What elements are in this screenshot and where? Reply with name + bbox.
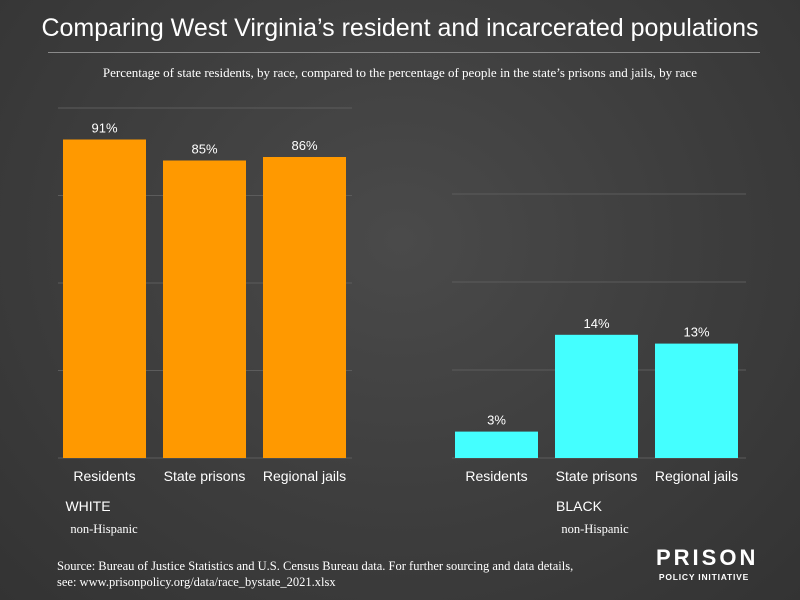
bar-value-label: 14% [583, 316, 609, 331]
logo-line1: PRISON [656, 545, 759, 570]
source-note: Source: Bureau of Justice Statistics and… [57, 559, 574, 589]
category-tick-label: Residents [73, 468, 135, 484]
bar [455, 431, 538, 458]
bar [163, 160, 246, 458]
category-tick-label: Regional jails [655, 468, 738, 484]
chart-title: Comparing West Virginia’s resident and i… [41, 14, 759, 42]
bar-value-label: 85% [191, 142, 217, 157]
category-tick-label: State prisons [556, 468, 638, 484]
bar [63, 139, 146, 458]
bar [263, 157, 346, 458]
bar-value-label: 86% [291, 138, 317, 153]
category-tick-label: Residents [465, 468, 527, 484]
group-sublabel: non-Hispanic [561, 522, 629, 536]
group-label: BLACK [556, 498, 603, 514]
logo-line2: POLICY INITIATIVE [658, 572, 750, 582]
group-sublabel: non-Hispanic [70, 522, 138, 536]
bar [555, 334, 638, 458]
group-label: WHITE [65, 498, 110, 514]
bar [655, 343, 738, 458]
bar-value-label: 13% [683, 325, 709, 340]
bar-value-label: 91% [91, 121, 117, 136]
title-divider [48, 52, 760, 53]
category-tick-label: State prisons [164, 468, 246, 484]
bar-value-label: 3% [487, 413, 506, 428]
category-tick-label: Regional jails [263, 468, 346, 484]
chart-subtitle: Percentage of state residents, by race, … [102, 65, 698, 80]
prison-policy-initiative-logo: PRISON POLICY INITIATIVE [656, 545, 759, 583]
